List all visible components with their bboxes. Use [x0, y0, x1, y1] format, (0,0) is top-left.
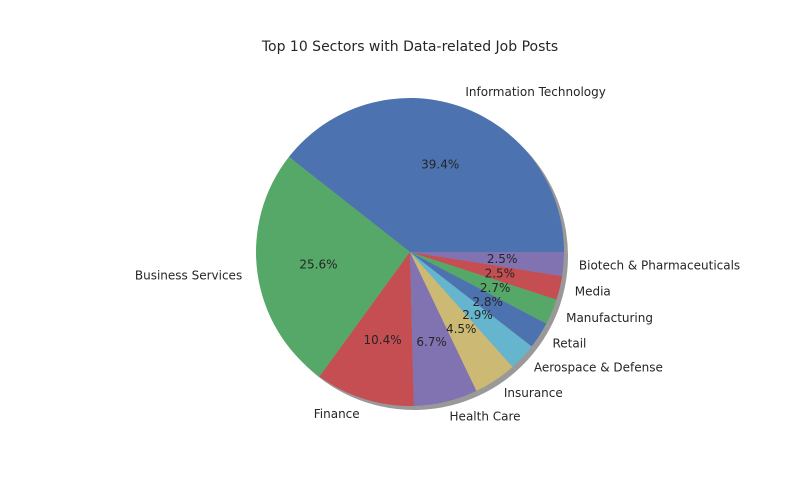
pie-percentage-label-health-care: 6.7% [416, 335, 447, 349]
pie-slice-biotech-and-pharmaceuticals [410, 252, 564, 277]
pie-percentage-label-retail: 2.8% [472, 295, 503, 309]
pie-slice-finance [319, 252, 414, 406]
pie-slice-aerospace-and-defense [410, 252, 532, 367]
pie-category-label-insurance: Insurance [504, 386, 563, 400]
pie-category-label-aerospace-and-defense: Aerospace & Defense [534, 361, 663, 375]
pie-slice-health-care [410, 252, 477, 406]
pie-percentage-label-insurance: 4.5% [446, 322, 477, 336]
pie-slice-business-services [256, 156, 410, 377]
pie-slice-media [410, 252, 563, 300]
pie-category-label-biotech-and-pharmaceuticals: Biotech & Pharmaceuticals [579, 258, 740, 272]
pie-slice-information-technology [288, 98, 564, 253]
pie-slice-manufacturing [410, 252, 557, 324]
pie-slice-retail [410, 252, 547, 347]
pie-percentage-label-information-technology: 39.4% [421, 158, 459, 172]
pie-category-label-manufacturing: Manufacturing [566, 311, 653, 325]
pie-percentage-labels: 39.4%25.6%10.4% 6.7%4.5%2.9%2.8%2.7%2.5%2… [299, 158, 517, 349]
pie-percentage-label-manufacturing: 2.7% [480, 281, 511, 295]
pie-slice-insurance [410, 252, 513, 391]
pie-percentage-label-biotech-and-pharmaceuticals: 2.5% [487, 252, 518, 266]
pie-category-labels: Information Technology Business Services F… [135, 85, 740, 424]
chart-title: Top 10 Sectors with Data-related Job Pos… [261, 39, 558, 55]
pie-category-label-finance: Finance [314, 407, 360, 421]
pie-category-label-information-technology: Information Technology [465, 85, 606, 99]
pie-slice-layer [256, 98, 564, 406]
pie-category-label-health-care: Health Care [450, 410, 521, 424]
pie-category-label-retail: Retail [552, 337, 586, 351]
pie-percentage-label-media: 2.5% [485, 267, 516, 281]
pie-percentage-label-aerospace-and-defense: 2.9% [462, 308, 493, 322]
pie-percentage-label-business-services: 25.6% [299, 258, 337, 272]
pie-category-label-business-services: Business Services [135, 268, 242, 282]
pie-percentage-label-finance: 10.4% [363, 333, 401, 347]
pie-category-label-media: Media [575, 285, 611, 299]
